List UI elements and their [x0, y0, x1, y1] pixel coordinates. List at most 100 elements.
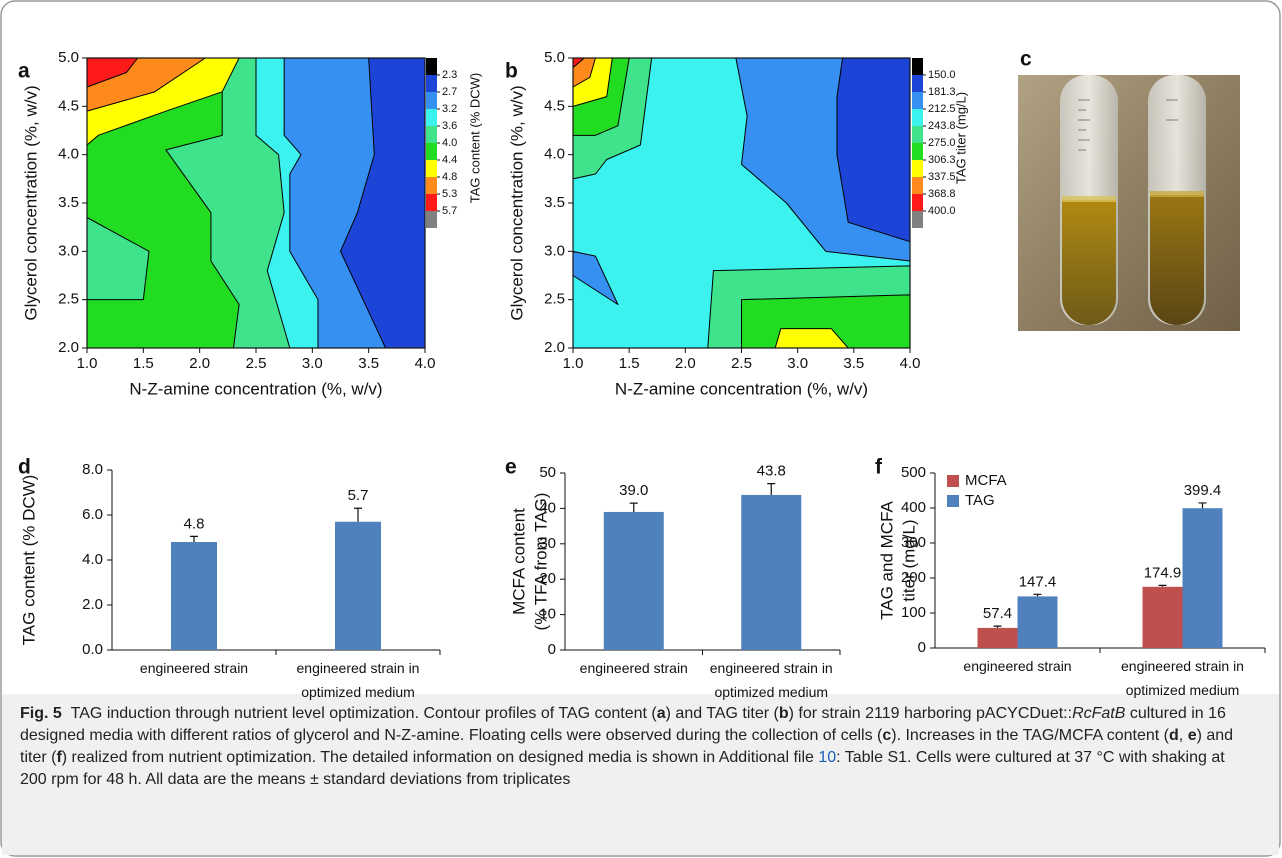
bar [741, 494, 802, 650]
x-tick-label: 1.5 [619, 355, 640, 372]
y-axis-label: titer (mg/L) [899, 519, 918, 601]
colorbar-segment [426, 160, 437, 177]
x-tick-label: engineered strain in optimized medium [296, 660, 420, 700]
x-tick-label: 2.5 [731, 355, 752, 372]
caption: Fig. 5 TAG induction through nutrient le… [20, 703, 1255, 791]
y-tick-label: 3.0 [544, 242, 565, 259]
x-tick-label: 2.5 [246, 355, 267, 372]
value-label: 5.7 [348, 487, 369, 504]
bar [1142, 586, 1183, 648]
bar [171, 542, 217, 650]
caption-text: ) realized from nutrient optimization. T… [61, 749, 819, 766]
x-tick-label: engineered strain [139, 660, 249, 676]
y-tick-label: 2.0 [544, 339, 565, 356]
contour-map [86, 57, 426, 349]
colorbar-tick-label: 2.3 [442, 69, 457, 81]
y-tick-label: 4.0 [58, 146, 79, 163]
y-axis-label: Glycerol concentration (%, w/v) [507, 85, 526, 320]
bar [977, 627, 1018, 648]
panel-label: b [505, 60, 518, 83]
bar [1017, 596, 1058, 648]
y-axis-label: (% TFA from TAG) [531, 493, 550, 631]
colorbar-segment [426, 58, 437, 75]
colorbar-tick-label: 306.3 [928, 154, 956, 166]
colorbar-tick-label: 368.8 [928, 188, 956, 200]
y-tick-label: 400 [901, 499, 926, 516]
y-tick-label: 100 [901, 604, 926, 621]
colorbar-tick-label: 5.3 [442, 188, 457, 200]
colorbar-segment [912, 58, 923, 75]
legend-swatch [947, 475, 959, 487]
y-axis-label: Glycerol concentration (%, w/v) [21, 85, 40, 320]
y-tick-label: 200 [901, 569, 926, 586]
y-tick-label: 300 [901, 534, 926, 551]
y-tick-label: 2.5 [544, 291, 565, 308]
colorbar-tick-label: 4.4 [442, 154, 457, 166]
error-bar [629, 502, 638, 512]
caption-text: ). Increases in the TAG/MCFA content ( [891, 727, 1170, 744]
y-tick-label: 5.0 [58, 49, 79, 66]
error-bar [190, 535, 198, 542]
caption-text: , [1178, 727, 1188, 744]
colorbar-segment [912, 177, 923, 194]
x-tick-label: engineered strain [579, 660, 688, 676]
y-tick-label: 30 [539, 535, 556, 552]
colorbar-label: TAG content (% DCW) [467, 73, 482, 204]
x-axis-label: N-Z-amine concentration (%, w/v) [615, 379, 868, 398]
caption-text: e [1187, 727, 1197, 744]
caption-text: TAG induction through nutrient level opt… [70, 705, 657, 722]
colorbar-segment [912, 160, 923, 177]
y-tick-label: 5.0 [544, 49, 565, 66]
legend-label: MCFA [965, 472, 1007, 489]
colorbar-tick-label: 212.5 [928, 103, 956, 115]
y-tick-label: 0 [548, 641, 556, 658]
colorbar-segment [426, 211, 437, 228]
colorbar-tick-label: 2.7 [442, 86, 457, 98]
bar [335, 521, 381, 650]
y-tick-label: 10 [539, 606, 556, 623]
caption-text: d [1169, 727, 1179, 744]
colorbar-tick-label: 150.0 [928, 69, 956, 81]
caption-text: RcFatB [1072, 705, 1126, 722]
legend-label: TAG [965, 492, 995, 509]
x-tick-label: 1.0 [563, 355, 584, 372]
caption-text: c [882, 727, 892, 744]
caption-text: : Table S1. Cells were cultured at 37 °C… [20, 749, 1225, 788]
caption-text: ) and TAG titer ( [665, 705, 779, 722]
error-bar [993, 625, 1002, 628]
colorbar-segment [912, 109, 923, 126]
colorbar-segment [426, 92, 437, 109]
colorbar-tick-label: 5.7 [442, 205, 457, 217]
x-tick-label: 2.0 [675, 355, 696, 372]
colorbar-label: TAG titer (mg/L) [953, 92, 968, 184]
colorbar-tick-label: 3.6 [442, 120, 457, 132]
x-tick-label: engineered strain in optimized medium [709, 660, 833, 700]
caption-text: ) for strain 2119 harboring pACYCDuet:: [788, 705, 1073, 722]
y-tick-label: 4.0 [544, 146, 565, 163]
colorbar-segment [912, 92, 923, 109]
x-axis-label: N-Z-amine concentration (%, w/v) [129, 379, 382, 398]
y-tick-label: 3.5 [544, 194, 565, 211]
y-tick-label: 6.0 [82, 506, 103, 523]
colorbar-tick-label: 4.0 [442, 137, 457, 149]
caption-text: b [778, 705, 789, 722]
error-bar [354, 507, 362, 522]
value-label: 39.0 [619, 482, 648, 499]
y-tick-label: 0.0 [82, 641, 103, 658]
bar [1182, 508, 1223, 648]
value-label: 4.8 [184, 515, 205, 532]
x-tick-label: engineered strain [963, 658, 1072, 674]
colorbar-tick-label: 400.0 [928, 205, 956, 217]
y-tick-label: 20 [539, 570, 556, 587]
caption-text: ) and titer ( [20, 727, 1234, 766]
caption-text: cultured in 16 designed media with diffe… [20, 705, 1226, 744]
y-tick-label: 3.0 [58, 242, 79, 259]
panel-label: c [1020, 48, 1032, 71]
colorbar-segment [912, 75, 923, 92]
panel-label: a [18, 60, 30, 83]
colorbar-tick-label: 4.8 [442, 171, 457, 183]
x-tick-label: 4.0 [415, 355, 436, 372]
error-bar [1198, 502, 1207, 509]
bar [603, 511, 664, 650]
x-tick-label: 4.0 [900, 355, 921, 372]
